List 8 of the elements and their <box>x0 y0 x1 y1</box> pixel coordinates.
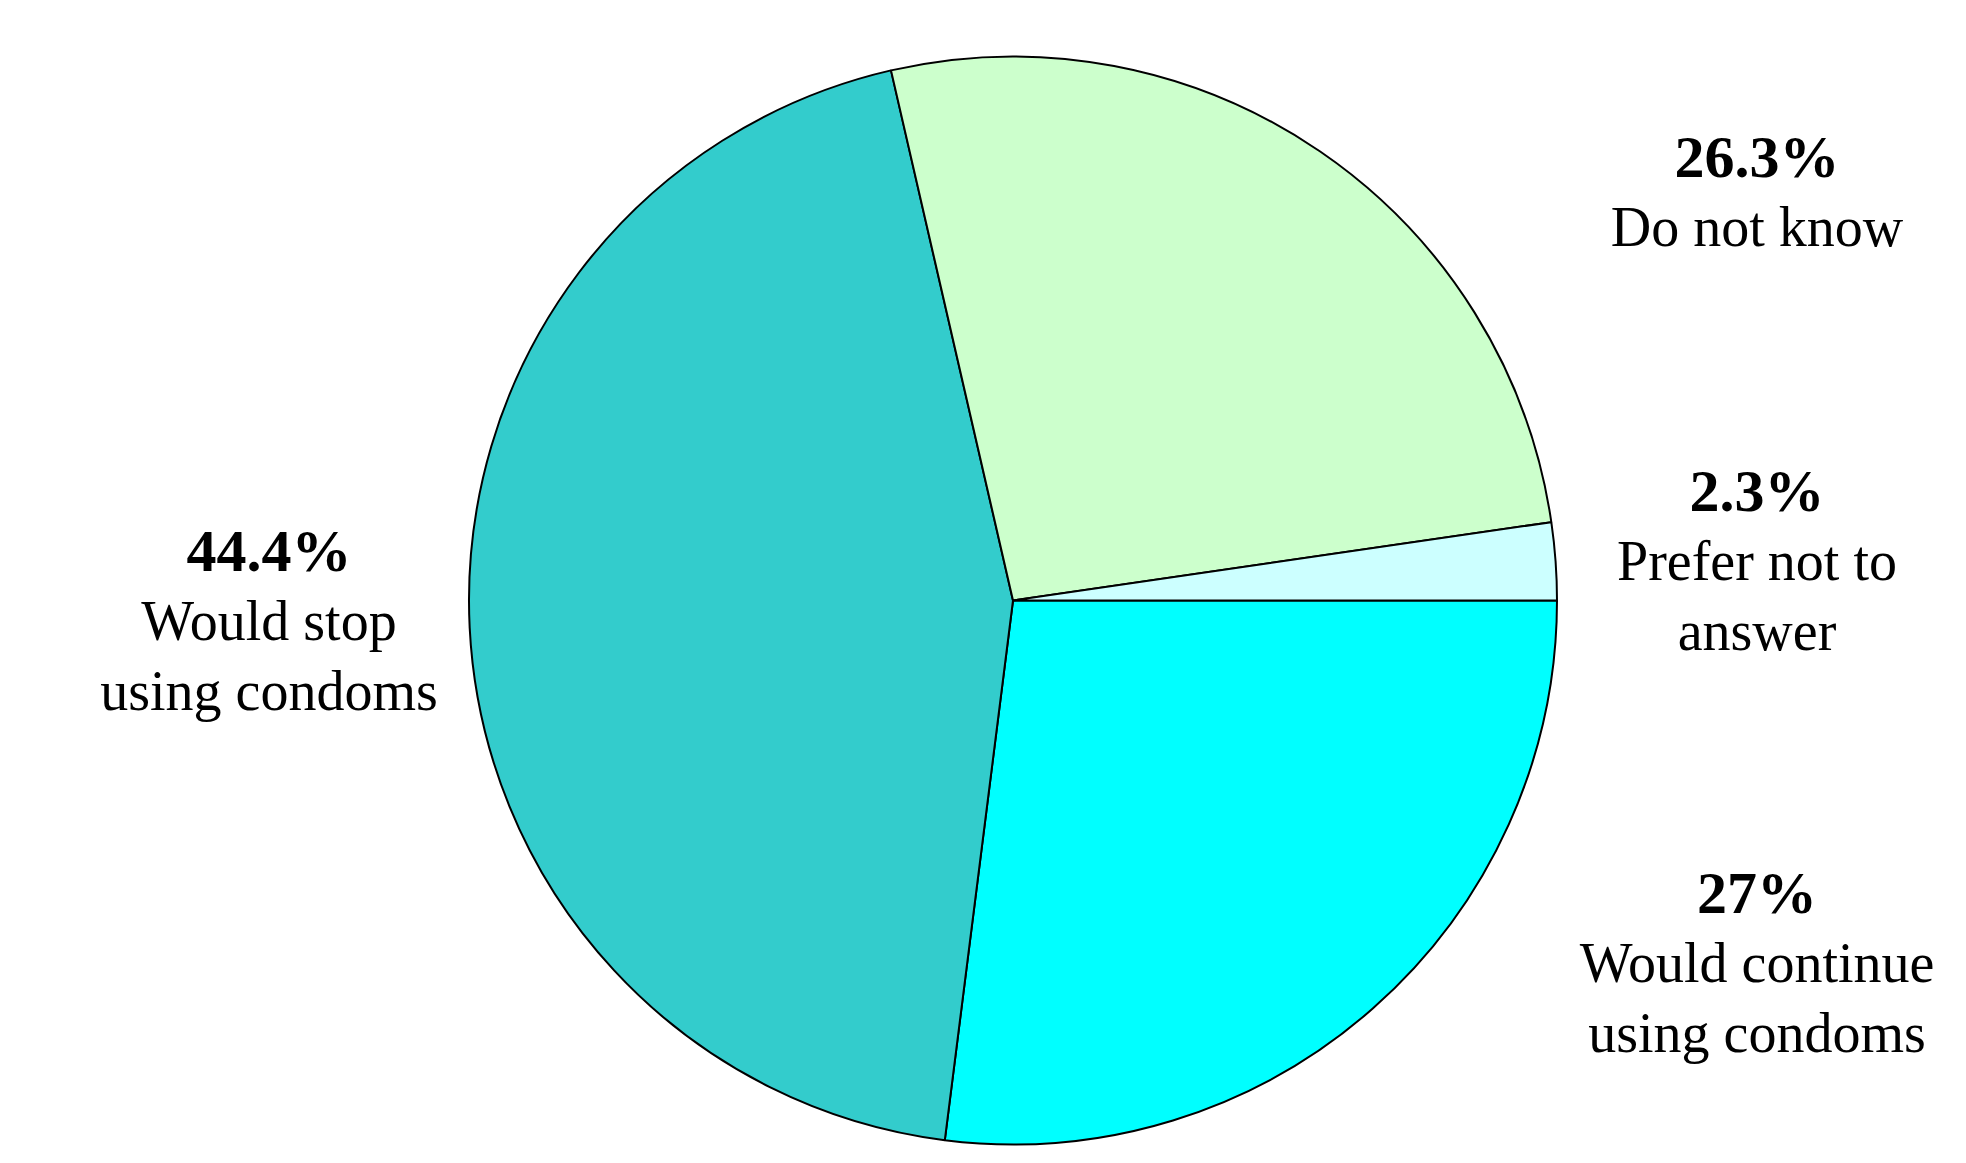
data-label: 26.3% <box>1674 123 1840 190</box>
data-label: 44.4% <box>186 517 352 584</box>
data-label: 27% <box>1697 860 1817 927</box>
slice-label: Would stop using condoms <box>100 589 438 722</box>
data-label: 2.3% <box>1689 457 1825 524</box>
slice-label: Would continue using condoms <box>1579 932 1935 1065</box>
slice-label: Do not know <box>1610 196 1904 259</box>
slice-label: Prefer not to answer <box>1617 529 1897 662</box>
